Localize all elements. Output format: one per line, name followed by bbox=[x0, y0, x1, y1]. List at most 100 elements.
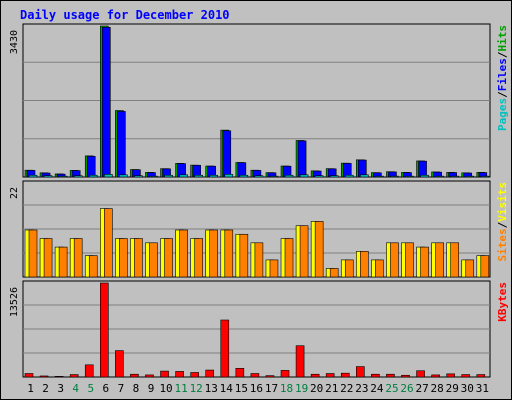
day-label: 25 bbox=[385, 382, 398, 395]
bar-pages-day-24 bbox=[375, 175, 384, 178]
legend-entry: Pages bbox=[496, 98, 509, 131]
bar-sites-day-28 bbox=[435, 242, 444, 278]
bar-sites-day-10 bbox=[164, 238, 173, 278]
bar-kbytes-day-8 bbox=[130, 373, 139, 378]
day-label: 31 bbox=[476, 382, 489, 395]
day-label: 5 bbox=[87, 382, 94, 395]
bar-kbytes-day-9 bbox=[145, 374, 154, 378]
legend-entry: Sites bbox=[496, 228, 509, 261]
panel-kbytes: 13526 KBytes bbox=[9, 280, 509, 378]
day-label: 26 bbox=[400, 382, 413, 395]
bar-sites-day-16 bbox=[254, 242, 264, 278]
bar-kbytes-day-11 bbox=[175, 371, 184, 378]
day-label: 28 bbox=[431, 382, 444, 395]
bar-kbytes-day-22 bbox=[340, 372, 350, 378]
bar-sites-day-25 bbox=[390, 242, 399, 278]
y-max-label-hits: 3430 bbox=[9, 30, 20, 54]
bar-kbytes-day-29 bbox=[446, 373, 455, 378]
bar-pages-day-10 bbox=[164, 174, 173, 178]
bar-sites-day-27 bbox=[420, 246, 429, 278]
day-label: 8 bbox=[133, 382, 140, 395]
bar-sites-day-18 bbox=[284, 238, 294, 278]
bar-sites-day-24 bbox=[375, 259, 384, 278]
bar-pages-day-22 bbox=[344, 174, 354, 178]
day-label: 6 bbox=[103, 382, 110, 395]
bar-pages-day-19 bbox=[299, 174, 309, 178]
day-label: 18 bbox=[280, 382, 293, 395]
bar-pages-day-2 bbox=[43, 175, 53, 178]
bar-pages-day-26 bbox=[405, 175, 414, 178]
bar-sites-day-5 bbox=[88, 255, 98, 278]
bar-sites-day-2 bbox=[43, 238, 53, 278]
bar-sites-day-20 bbox=[314, 221, 324, 278]
bar-kbytes-day-19 bbox=[295, 345, 305, 378]
day-label: 17 bbox=[265, 382, 278, 395]
bar-kbytes-day-25 bbox=[386, 373, 395, 378]
day-label: 1 bbox=[27, 382, 34, 395]
bar-files-day-7 bbox=[117, 111, 126, 178]
bar-kbytes-day-30 bbox=[461, 374, 471, 378]
day-label: 22 bbox=[340, 382, 353, 395]
bar-kbytes-day-13 bbox=[205, 369, 215, 378]
bar-sites-day-3 bbox=[58, 246, 68, 278]
chart-title: Daily usage for December 2010 bbox=[20, 8, 230, 22]
bar-kbytes-day-14 bbox=[220, 319, 230, 378]
bar-kbytes-day-2 bbox=[39, 375, 49, 378]
day-label: 20 bbox=[310, 382, 323, 395]
bar-kbytes-day-27 bbox=[416, 370, 425, 378]
day-label: 24 bbox=[370, 382, 384, 395]
legend-entry: / bbox=[496, 221, 509, 228]
bar-files-day-19 bbox=[297, 140, 307, 178]
day-label: 30 bbox=[461, 382, 474, 395]
bar-pages-day-5 bbox=[88, 174, 98, 178]
legend-hits: Pages/Files/Hits bbox=[496, 25, 509, 131]
y-max-label-visits: 22 bbox=[9, 187, 20, 199]
bar-kbytes-day-10 bbox=[160, 370, 169, 378]
legend-entry: Hits bbox=[496, 25, 509, 52]
bar-kbytes-day-17 bbox=[265, 375, 275, 378]
bar-pages-day-8 bbox=[134, 175, 143, 178]
bar-pages-day-17 bbox=[269, 175, 279, 178]
bar-files-day-5 bbox=[86, 156, 96, 178]
bar-files-day-23 bbox=[358, 159, 367, 178]
bar-files-day-15 bbox=[237, 162, 247, 178]
bar-sites-day-12 bbox=[194, 238, 203, 278]
y-max-label-kbytes: 13526 bbox=[9, 287, 20, 317]
bar-pages-day-1 bbox=[28, 174, 38, 178]
bar-sites-day-11 bbox=[179, 229, 188, 278]
bar-kbytes-day-15 bbox=[235, 368, 245, 378]
bar-kbytes-day-23 bbox=[356, 366, 365, 378]
bar-sites-day-26 bbox=[405, 242, 414, 278]
bar-sites-day-7 bbox=[119, 238, 128, 278]
bar-pages-day-11 bbox=[179, 174, 188, 178]
bar-pages-day-9 bbox=[149, 175, 158, 178]
day-label: 19 bbox=[295, 382, 308, 395]
day-label: 29 bbox=[446, 382, 459, 395]
bar-sites-day-19 bbox=[299, 225, 309, 278]
day-label: 21 bbox=[325, 382, 338, 395]
bar-kbytes-day-24 bbox=[371, 373, 380, 378]
bar-pages-day-28 bbox=[435, 175, 444, 178]
bar-sites-day-4 bbox=[73, 238, 83, 278]
bar-kbytes-day-12 bbox=[190, 372, 199, 378]
bar-kbytes-day-4 bbox=[69, 374, 79, 378]
bar-files-day-27 bbox=[418, 160, 427, 178]
day-label: 14 bbox=[220, 382, 234, 395]
bar-pages-day-14 bbox=[224, 174, 234, 178]
bar-kbytes-day-7 bbox=[115, 350, 124, 378]
bar-sites-day-6 bbox=[104, 208, 113, 278]
legend-entry: Visits bbox=[496, 182, 509, 222]
bar-sites-day-23 bbox=[360, 251, 369, 278]
bar-sites-day-9 bbox=[149, 242, 158, 278]
bar-kbytes-day-16 bbox=[250, 373, 260, 378]
bar-sites-day-15 bbox=[239, 233, 249, 278]
bar-kbytes-day-26 bbox=[401, 374, 410, 378]
panel-visits: 22 Sites/Visits bbox=[9, 180, 509, 278]
bar-kbytes-day-18 bbox=[280, 370, 290, 378]
bar-pages-day-16 bbox=[254, 175, 264, 178]
bar-pages-day-18 bbox=[284, 174, 294, 178]
day-label: 23 bbox=[355, 382, 368, 395]
bar-kbytes-day-3 bbox=[54, 376, 64, 378]
bar-files-day-6 bbox=[102, 27, 111, 178]
